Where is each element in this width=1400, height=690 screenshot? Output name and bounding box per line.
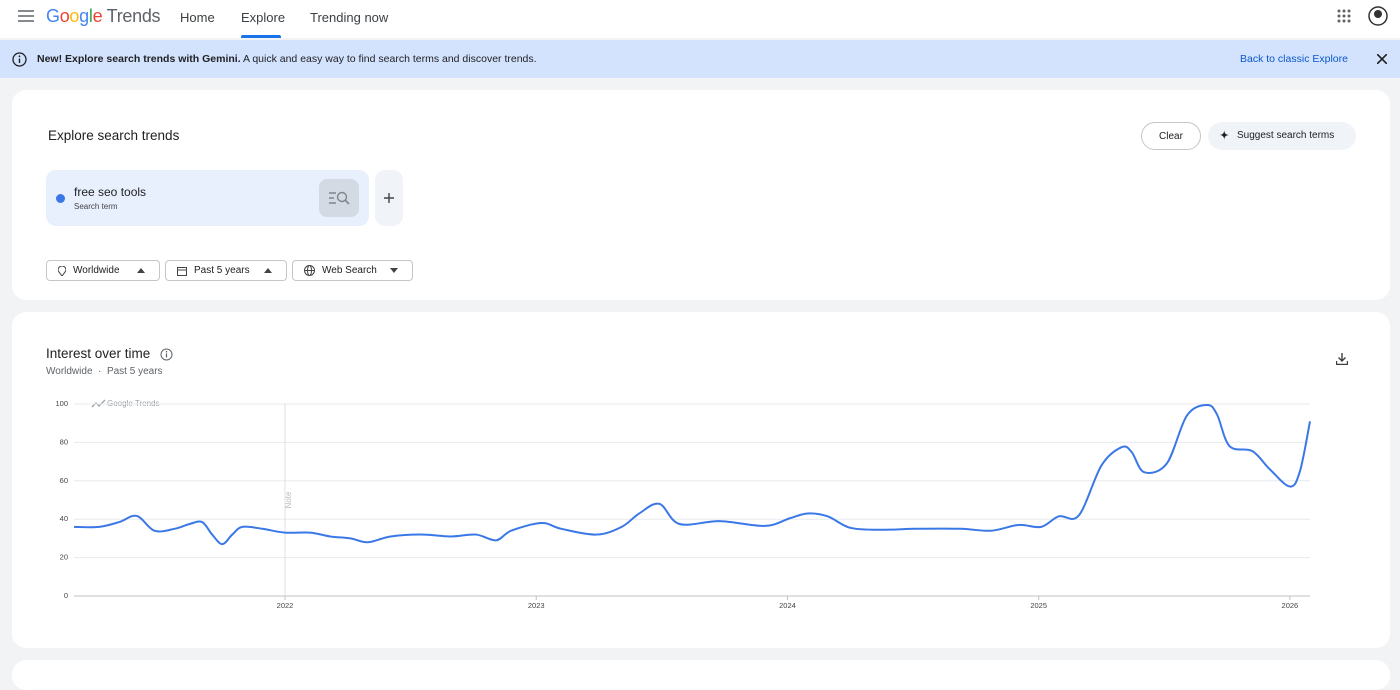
interest-card: Interest over time Worldwide · Past 5 ye… (12, 312, 1390, 648)
apps-icon[interactable] (1337, 9, 1351, 23)
info-icon (12, 52, 27, 67)
top-bar: Google Trends Home Explore Trending now (0, 0, 1400, 38)
banner: New! Explore search trends with Gemini. … (0, 40, 1400, 78)
next-card (12, 660, 1390, 690)
filter-property-label: Web Search (322, 265, 377, 276)
classic-link[interactable]: Back to classic Explore (1240, 53, 1348, 65)
term-dot (56, 194, 65, 203)
sparkle-icon (1220, 129, 1230, 141)
nav-explore[interactable]: Explore (241, 10, 286, 25)
add-term[interactable] (375, 170, 403, 226)
y-tick-label: 100 (55, 399, 68, 408)
close-icon[interactable] (1377, 54, 1387, 64)
explore-card: Explore search trends Clear Suggest sear… (12, 90, 1390, 300)
explore-title: Explore search trends (48, 128, 180, 143)
note-label: Note (284, 491, 293, 508)
help-icon[interactable] (160, 348, 173, 361)
x-tick-label: 2024 (779, 601, 796, 610)
banner-text: New! Explore search trends with Gemini. … (37, 53, 537, 65)
subtitle-location: Worldwide (46, 366, 93, 377)
avatar[interactable] (1368, 6, 1388, 26)
download-icon[interactable] (1336, 353, 1348, 365)
interest-subtitle: Worldwide · Past 5 years (46, 366, 163, 377)
banner-desc: A quick and easy way to find search term… (242, 53, 537, 65)
nav-indicator (241, 35, 281, 38)
suggest-label: Suggest search terms (1237, 130, 1335, 141)
logo-trends: Trends (106, 6, 161, 26)
term-kind: Search term (74, 202, 118, 211)
y-tick-label: 0 (64, 591, 68, 600)
term-search[interactable] (319, 179, 359, 217)
term-chip[interactable]: free seo tools Search term (46, 170, 369, 226)
filter-location[interactable]: Worldwide (46, 260, 160, 281)
term-name: free seo tools (74, 185, 147, 199)
y-tick-label: 60 (60, 476, 68, 485)
logo-google: Google (46, 6, 103, 26)
x-tick-label: 2022 (277, 601, 294, 610)
y-tick-label: 20 (60, 553, 68, 562)
trend-line (73, 403, 1311, 546)
clear-button[interactable]: Clear (1141, 122, 1201, 150)
subtitle-time: Past 5 years (106, 366, 163, 377)
filter-time-label: Past 5 years (194, 265, 250, 276)
banner-bold: New! Explore search trends with Gemini. (37, 53, 241, 65)
filter-location-label: Worldwide (73, 265, 120, 276)
menu-icon[interactable] (18, 9, 34, 23)
filter-time[interactable]: Past 5 years (165, 260, 287, 281)
filter-property[interactable]: Web Search (292, 260, 413, 281)
y-tick-label: 40 (60, 514, 68, 523)
interest-title: Interest over time (46, 346, 151, 361)
nav-home[interactable]: Home (180, 10, 215, 25)
nav-trending[interactable]: Trending now (310, 10, 389, 25)
x-tick-label: 2023 (528, 601, 545, 610)
x-tick-label: 2026 (1282, 601, 1299, 610)
y-tick-label: 80 (60, 437, 68, 446)
logo[interactable]: Google Trends (46, 6, 161, 27)
x-tick-label: 2025 (1030, 601, 1047, 610)
suggest-button[interactable]: Suggest search terms (1208, 122, 1356, 150)
